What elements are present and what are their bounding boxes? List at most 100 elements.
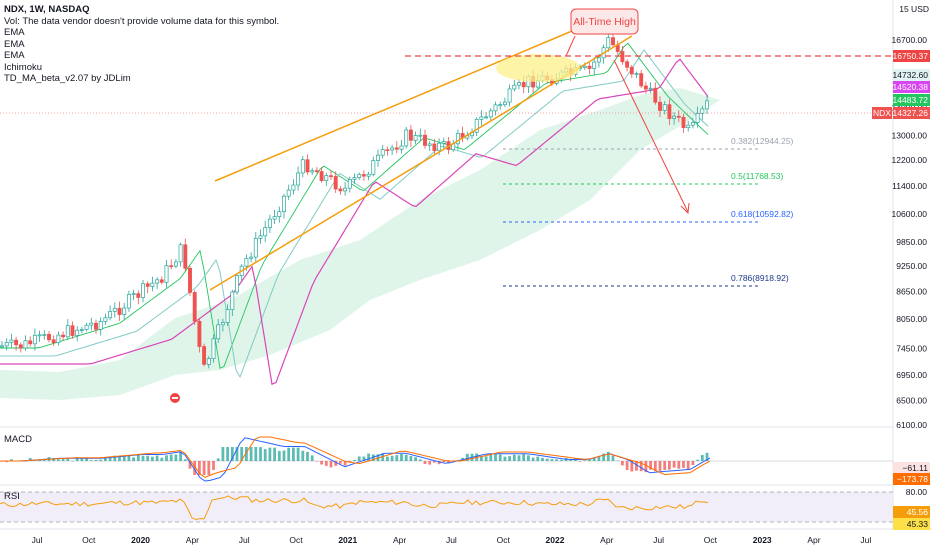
candle-body: [267, 218, 272, 228]
time-axis[interactable]: Jul Oct 2020 Apr Jul Oct 2021 Apr Jul Oct 2022 Apr J…: [32, 535, 872, 545]
fib-levels: 0.382(12944.25) 0.5(11768.53) 0.618(10592.…: [503, 136, 794, 287]
ichimoku-cloud: [0, 88, 720, 400]
time-tick-label: Apr: [393, 535, 406, 545]
macd-histogram-bar: [498, 454, 502, 461]
macd-histogram-bar: [254, 447, 258, 461]
candle-body: [244, 257, 249, 267]
volume-note: Vol: The data vendor doesn't provide vol…: [4, 15, 280, 27]
candle-body: [592, 61, 597, 69]
macd-histogram-bar: [296, 447, 300, 461]
time-tick-label: 2020: [131, 535, 150, 545]
macd-histogram-bar: [259, 447, 262, 461]
candle-body: [145, 283, 150, 287]
candle-body: [103, 317, 108, 322]
macd-histogram-bar: [160, 457, 164, 461]
price-tag-bg: [893, 107, 930, 119]
candle-body: [296, 172, 301, 186]
indicator-tag-bg: [893, 506, 930, 518]
candle-body: [61, 334, 66, 338]
macd-histogram-bar: [428, 461, 432, 465]
macd-histogram-bar: [151, 456, 154, 461]
candle-body: [507, 88, 512, 103]
macd-histogram-bar: [245, 447, 248, 461]
indicator-ema-3[interactable]: EMA: [4, 50, 25, 61]
candle-body: [65, 325, 70, 338]
candle-body: [51, 339, 56, 344]
indicator-ichimoku[interactable]: Ichimoku: [4, 61, 43, 73]
candle-body: [188, 267, 192, 293]
time-tick-label: Jul: [446, 535, 457, 545]
rsi-line: [0, 495, 709, 521]
price-tag-bg: [893, 81, 930, 93]
candle-body: [159, 279, 164, 283]
macd-histogram-bar: [414, 457, 417, 461]
price-tick-label: 9850.00: [896, 237, 927, 247]
candle-body: [517, 82, 521, 86]
macd-label[interactable]: MACD: [4, 434, 32, 445]
indicator-td-ma[interactable]: TD_MA_beta_v2.07 by JDLim: [4, 73, 131, 84]
candle-body: [324, 175, 329, 181]
candle-body: [643, 85, 648, 90]
fib-level-label: 0.382(12944.25): [731, 136, 794, 146]
candle-body: [427, 143, 432, 146]
indicator-tag-bg: [893, 473, 930, 485]
candle-body: [629, 66, 634, 75]
callout-box[interactable]: [570, 8, 639, 35]
projection-arrow[interactable]: [613, 59, 689, 213]
price-tag-bg: [893, 69, 930, 81]
macd-histogram-bar: [61, 458, 65, 461]
candle-body: [394, 147, 399, 150]
rsi-label[interactable]: RSI: [4, 491, 20, 502]
price-tick-label: 8050.00: [896, 314, 927, 324]
rsi-band: [0, 492, 893, 522]
macd-histogram-bar: [183, 459, 187, 461]
candle-body: [131, 293, 136, 295]
macd-histogram-bar: [193, 461, 197, 475]
candle-body: [498, 104, 503, 107]
indicator-ema-2[interactable]: EMA: [4, 38, 25, 50]
rsi-pane: 80.0020.00: [0, 487, 927, 527]
price-tick-label: 10600.00: [892, 209, 928, 219]
macd-histogram-bar: [588, 459, 591, 461]
candle-body: [639, 73, 644, 87]
candle-body: [98, 321, 103, 330]
macd-histogram-bar: [663, 461, 667, 470]
macd-histogram-bar: [489, 454, 493, 461]
macd-histogram-bar: [578, 461, 582, 462]
macd-histogram-bar: [550, 459, 554, 461]
time-tick-label: Apr: [600, 535, 613, 545]
candle-body: [653, 87, 658, 103]
macd-histogram-bar: [75, 457, 79, 461]
candle-body: [582, 65, 587, 68]
chart-legend: NDX, 1W, NASDAQ Vol: The data vendor doe…: [4, 4, 279, 85]
candle-body: [282, 195, 286, 213]
macd-histogram-bar: [226, 447, 229, 461]
macd-histogram-bar: [583, 460, 587, 461]
macd-histogram-bar: [423, 461, 427, 464]
macd-histogram-bar: [324, 461, 328, 466]
candle-body: [667, 104, 672, 119]
candle-body: [484, 116, 489, 119]
macd-histogram-bar: [625, 461, 629, 471]
macd-histogram-bar: [221, 447, 225, 461]
candle-body: [164, 265, 169, 283]
candle-body: [662, 104, 667, 111]
macd-histogram-bar: [329, 461, 333, 468]
candle-body: [178, 244, 183, 263]
macd-histogram-bar: [691, 461, 695, 466]
macd-histogram-bar: [28, 458, 32, 461]
indicator-tag-label: −173.78: [897, 474, 928, 484]
indicator-ema-1[interactable]: EMA: [4, 27, 25, 38]
candle-body: [479, 116, 484, 120]
candle-body: [690, 122, 695, 126]
price-tick-label: 13000.00: [892, 131, 928, 141]
price-tick-label: 7450.00: [896, 344, 927, 354]
macd-histogram-bar: [277, 450, 281, 461]
candle-body: [380, 149, 385, 156]
candle-body: [404, 129, 409, 147]
macd-signal-line: [0, 436, 711, 478]
symbol-title[interactable]: NDX, 1W, NASDAQ: [4, 4, 90, 15]
channel-upper-line[interactable]: [214, 30, 573, 182]
macd-histogram-bar: [240, 447, 244, 461]
